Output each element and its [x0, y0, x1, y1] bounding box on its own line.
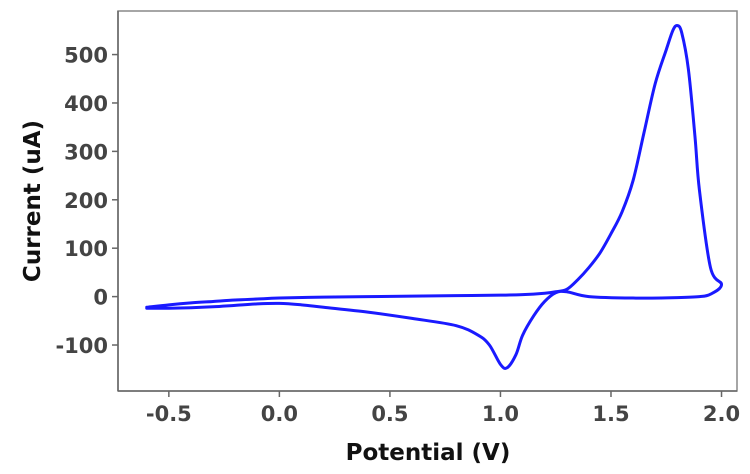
plot-frame	[117, 10, 738, 392]
y-tick-label: 400	[64, 92, 108, 116]
y-axis-title: Current (uA)	[20, 120, 46, 282]
y-tick-label: 300	[64, 140, 108, 164]
series-line	[145, 23, 724, 370]
x-axis-ticks: -0.5 0.0 0.5 1.0 1.5 2.0	[146, 391, 740, 426]
x-tick-label: 2.0	[703, 402, 740, 426]
y-axis-ticks: -100 0 100 200 300 400 500	[55, 44, 118, 358]
x-tick-label: 0.5	[371, 402, 408, 426]
y-tick-label: -100	[55, 334, 108, 358]
x-tick-label: -0.5	[146, 402, 192, 426]
x-tick-label: 1.5	[592, 402, 629, 426]
y-tick-label: 500	[64, 44, 108, 68]
x-tick-label: 0.0	[261, 402, 298, 426]
y-tick-label: 200	[64, 189, 108, 213]
x-tick-label: 1.0	[482, 402, 519, 426]
y-tick-label: 0	[93, 286, 108, 310]
y-tick-label: 100	[64, 237, 108, 261]
x-axis-title: Potential (V)	[346, 440, 511, 466]
